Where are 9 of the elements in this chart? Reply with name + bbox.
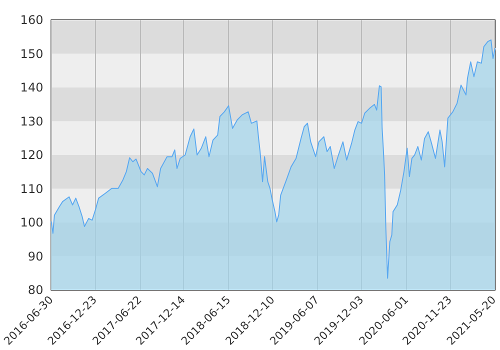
- y-tick-label: 120: [20, 148, 44, 162]
- y-tick-label: 90: [28, 249, 44, 264]
- y-tick-label: 130: [20, 114, 44, 128]
- y-tick-label: 160: [20, 13, 44, 27]
- y-tick-label: 150: [20, 46, 44, 61]
- y-tick-label: 140: [20, 80, 44, 94]
- y-tick-label: 100: [20, 216, 44, 230]
- y-tick-label: 110: [20, 182, 44, 196]
- y-tick-label: 80: [28, 283, 44, 297]
